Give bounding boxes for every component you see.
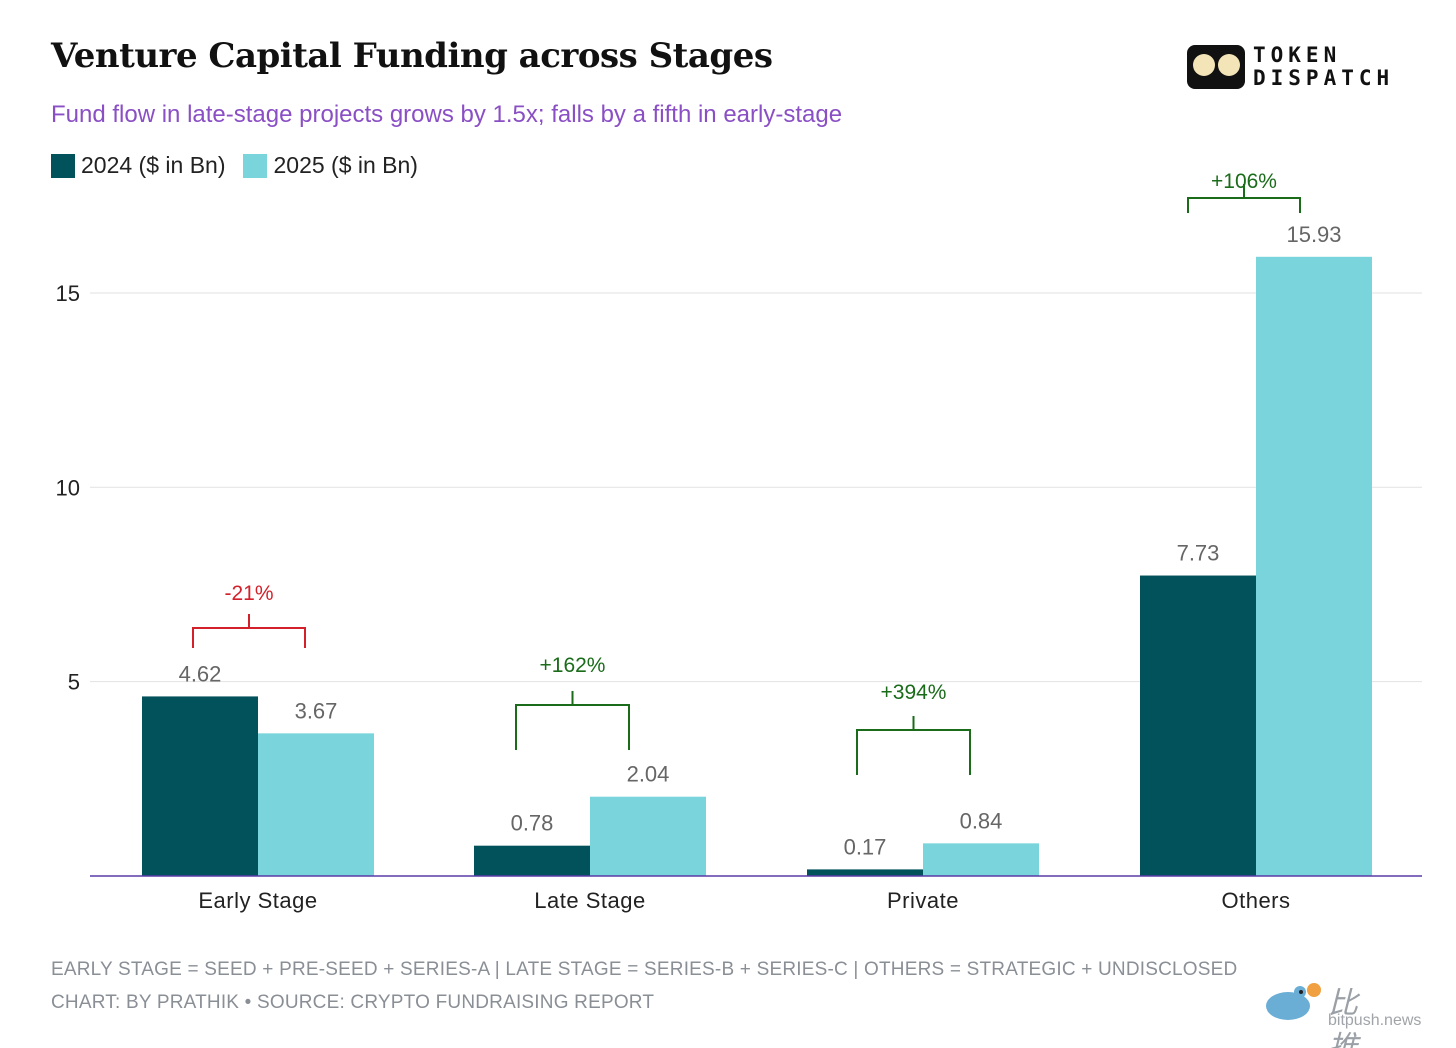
- legend-item-2025: 2025 ($ in Bn): [243, 152, 418, 179]
- chart-subtitle: Fund flow in late-stage projects grows b…: [51, 101, 843, 128]
- bar-2025: [1256, 256, 1372, 876]
- change-label: +394%: [881, 681, 947, 704]
- data-label: 2.04: [627, 762, 670, 787]
- token-dispatch-logo: TOKEN DISPATCH: [1187, 44, 1394, 90]
- y-tick-label: 5: [68, 670, 80, 695]
- legend-swatch-2024: [51, 153, 75, 178]
- bar-2025: [590, 796, 706, 876]
- bitpush-watermark: 比推 bitpush.news: [1258, 978, 1421, 1048]
- data-label: 3.67: [295, 698, 338, 723]
- data-label: 0.78: [511, 811, 554, 836]
- bar-2024: [1140, 575, 1256, 876]
- change-bracket: [515, 691, 630, 750]
- bar-2024: [142, 696, 258, 876]
- legend-label-2025: 2025 ($ in Bn): [273, 152, 418, 178]
- change-label: +106%: [1211, 170, 1277, 193]
- change-bracket: [192, 614, 306, 648]
- logo-line1: TOKEN: [1253, 43, 1342, 67]
- data-label: 15.93: [1286, 222, 1341, 247]
- data-label: 0.17: [844, 834, 887, 859]
- footer-credit: CHART: BY PRATHIK • SOURCE: CRYPTO FUNDR…: [51, 992, 655, 1013]
- change-bracket: [1187, 184, 1301, 213]
- x-tick-label: Others: [1221, 888, 1290, 913]
- watermark-cn: 比推: [1328, 987, 1358, 1048]
- change-label: +162%: [540, 654, 606, 677]
- watermark-en: bitpush.news: [1328, 1012, 1422, 1029]
- chart-title: Venture Capital Funding across Stages: [51, 36, 773, 76]
- data-label: 4.62: [179, 661, 222, 686]
- logo-glasses-icon: [1187, 45, 1245, 89]
- data-label: 7.73: [1177, 541, 1220, 566]
- legend-item-2024: 2024 ($ in Bn): [51, 152, 225, 179]
- change-label: -21%: [224, 582, 273, 605]
- data-label: 0.84: [960, 808, 1003, 833]
- bird-icon: [1266, 983, 1321, 1020]
- x-tick-label: Early Stage: [198, 888, 317, 913]
- y-tick-label: 10: [56, 475, 80, 500]
- bar-2024: [474, 845, 590, 876]
- x-tick-label: Private: [887, 888, 959, 913]
- logo-line2: DISPATCH: [1253, 66, 1395, 90]
- bar-2024: [807, 869, 923, 876]
- bar-2025: [923, 843, 1039, 876]
- footer-note: EARLY STAGE = SEED + PRE-SEED + SERIES-A…: [51, 959, 1238, 980]
- x-tick-label: Late Stage: [534, 888, 645, 913]
- legend: 2024 ($ in Bn) 2025 ($ in Bn): [51, 152, 418, 179]
- bar-2025: [258, 733, 374, 876]
- y-tick-label: 15: [56, 281, 80, 306]
- legend-swatch-2025: [243, 153, 268, 178]
- legend-label-2024: 2024 ($ in Bn): [81, 152, 226, 178]
- change-bracket: [856, 716, 971, 775]
